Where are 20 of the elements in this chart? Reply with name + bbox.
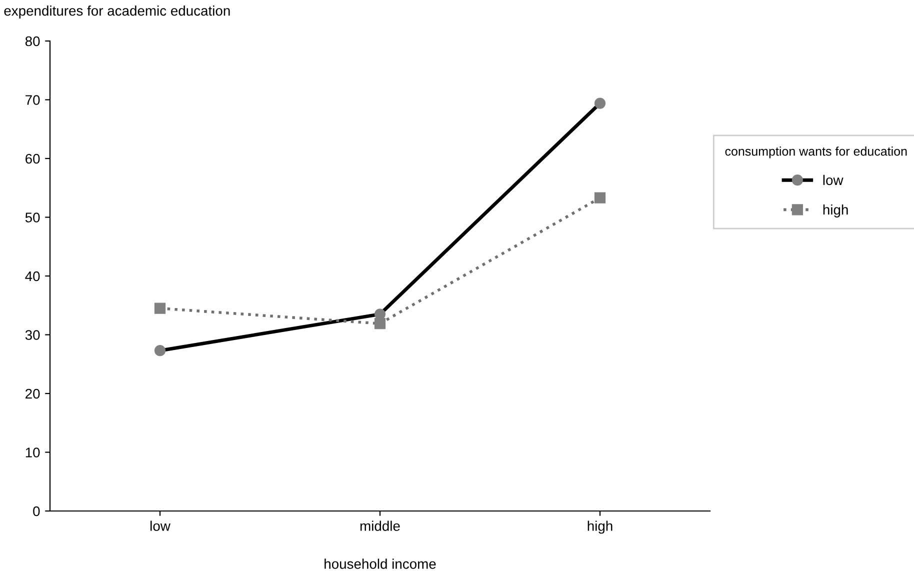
legend-label: high (823, 204, 848, 218)
y-tick-label: 20 (26, 388, 40, 399)
y-tick-label: 50 (25, 212, 40, 222)
x-axis-title: household income (324, 558, 436, 569)
y-tick-label: 40 (25, 271, 40, 282)
point (594, 192, 606, 204)
y-tick-label: 70 (26, 95, 40, 105)
y-tick-label: 10 (26, 448, 40, 458)
x-tick-label: low (150, 520, 170, 531)
point (154, 302, 166, 314)
y-tick-label: 80 (25, 36, 40, 46)
x-tick-label: high (588, 520, 612, 534)
y-tick-label: 60 (26, 154, 40, 164)
y-tick-label: 30 (25, 330, 40, 340)
y-tick-label: 0 (33, 506, 40, 516)
y-axis-title: expenditures for academic education (4, 6, 230, 18)
point (374, 318, 386, 330)
legend-label: low (823, 174, 844, 186)
x-tick-label: middle (360, 520, 400, 531)
legend-title: consumption wants for education (725, 146, 907, 158)
